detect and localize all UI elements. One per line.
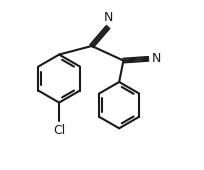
Text: N: N: [104, 11, 114, 24]
Text: Cl: Cl: [53, 124, 65, 137]
Text: N: N: [152, 52, 161, 65]
